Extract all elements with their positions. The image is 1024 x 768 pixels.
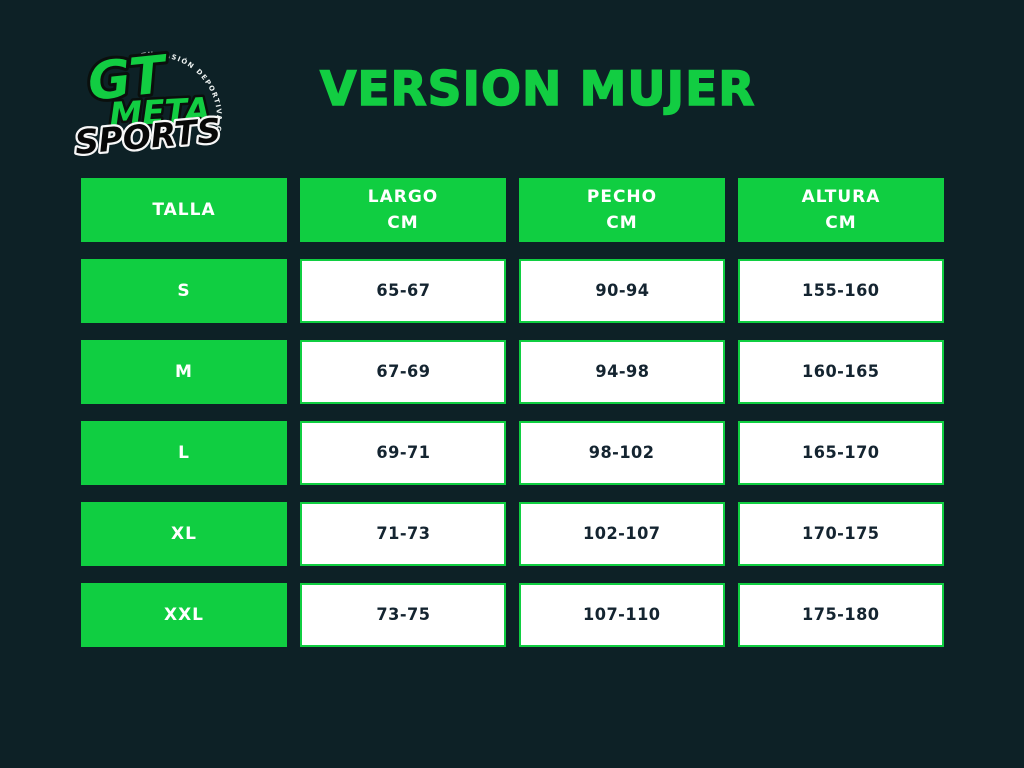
header-unit: CM — [606, 213, 638, 233]
pecho-cell-xxl: 107-110 — [519, 583, 725, 647]
altura-cell-xl: 170-175 — [738, 502, 944, 566]
size-cell-s: S — [81, 259, 287, 323]
header-unit: CM — [825, 213, 857, 233]
header-label: LARGO — [367, 186, 439, 207]
size-cell-l: L — [81, 421, 287, 485]
altura-cell-l: 165-170 — [738, 421, 944, 485]
brand-logo: TU PASIÓN DEPORTIVA COMIENZA AQUÍ GT MET… — [70, 19, 244, 166]
size-cell-xl: XL — [81, 502, 287, 566]
altura-cell-s: 155-160 — [738, 259, 944, 323]
pecho-cell-l: 98-102 — [519, 421, 725, 485]
largo-cell-s: 65-67 — [300, 259, 506, 323]
largo-cell-m: 67-69 — [300, 340, 506, 404]
logo-word-sports: SPORTS — [74, 110, 222, 162]
size-cell-xxl: XXL — [81, 583, 287, 647]
header-label: ALTURA — [801, 186, 881, 207]
header-altura: ALTURA CM — [738, 178, 944, 242]
header-pecho: PECHO CM — [519, 178, 725, 242]
largo-cell-xxl: 73-75 — [300, 583, 506, 647]
header-label: TALLA — [152, 199, 216, 220]
header-unit: CM — [387, 213, 419, 233]
brand-logo-graphic: TU PASIÓN DEPORTIVA COMIENZA AQUÍ GT MET… — [70, 19, 225, 164]
pecho-cell-m: 94-98 — [519, 340, 725, 404]
pecho-cell-xl: 102-107 — [519, 502, 725, 566]
header-label: PECHO — [586, 186, 658, 207]
logo-word-gt: GT — [85, 45, 172, 113]
header-largo: LARGO CM — [300, 178, 506, 242]
largo-cell-l: 69-71 — [300, 421, 506, 485]
pecho-cell-s: 90-94 — [519, 259, 725, 323]
size-cell-m: M — [81, 340, 287, 404]
altura-cell-xxl: 175-180 — [738, 583, 944, 647]
largo-cell-xl: 71-73 — [300, 502, 506, 566]
header-talla: TALLA — [81, 178, 287, 242]
size-table: TALLA LARGO CM PECHO CM ALTURA CM S 65-6… — [81, 178, 944, 647]
page-title: VERSION MUJER — [319, 61, 756, 118]
altura-cell-m: 160-165 — [738, 340, 944, 404]
logo-word-meta: META — [108, 90, 211, 134]
